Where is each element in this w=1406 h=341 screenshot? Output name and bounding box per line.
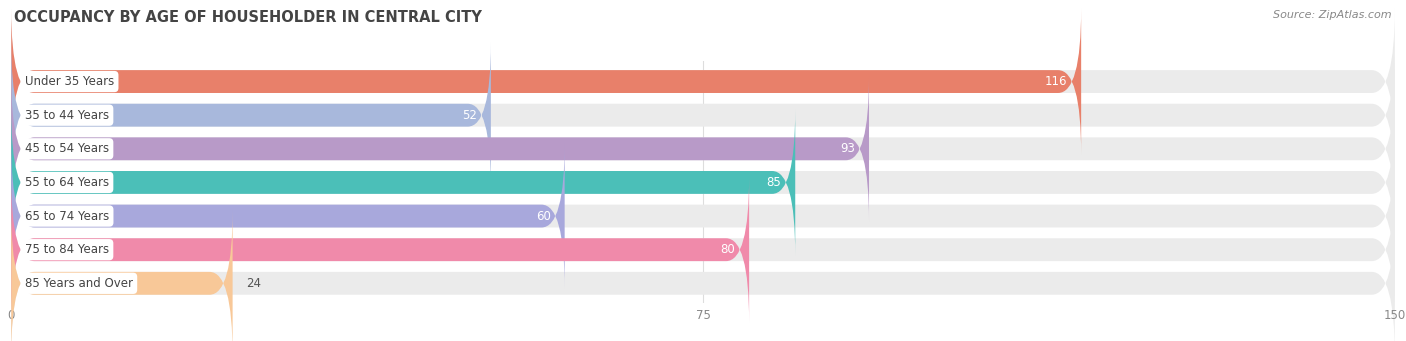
- FancyBboxPatch shape: [11, 110, 796, 255]
- Text: 52: 52: [463, 109, 477, 122]
- FancyBboxPatch shape: [11, 110, 1395, 255]
- Text: Source: ZipAtlas.com: Source: ZipAtlas.com: [1274, 10, 1392, 20]
- FancyBboxPatch shape: [11, 43, 491, 188]
- FancyBboxPatch shape: [11, 43, 1395, 188]
- Text: 60: 60: [536, 210, 551, 223]
- FancyBboxPatch shape: [11, 9, 1081, 154]
- Text: 85 Years and Over: 85 Years and Over: [25, 277, 134, 290]
- Text: 85: 85: [766, 176, 782, 189]
- Text: 45 to 54 Years: 45 to 54 Years: [25, 142, 110, 155]
- FancyBboxPatch shape: [11, 144, 1395, 289]
- Text: 80: 80: [720, 243, 735, 256]
- FancyBboxPatch shape: [11, 177, 1395, 322]
- Text: 35 to 44 Years: 35 to 44 Years: [25, 109, 110, 122]
- FancyBboxPatch shape: [11, 76, 1395, 221]
- FancyBboxPatch shape: [11, 76, 869, 221]
- Text: 55 to 64 Years: 55 to 64 Years: [25, 176, 110, 189]
- Text: 24: 24: [246, 277, 262, 290]
- FancyBboxPatch shape: [11, 9, 1395, 154]
- Text: OCCUPANCY BY AGE OF HOUSEHOLDER IN CENTRAL CITY: OCCUPANCY BY AGE OF HOUSEHOLDER IN CENTR…: [14, 10, 482, 25]
- FancyBboxPatch shape: [11, 211, 1395, 341]
- FancyBboxPatch shape: [11, 211, 232, 341]
- Text: 93: 93: [841, 142, 855, 155]
- Text: Under 35 Years: Under 35 Years: [25, 75, 114, 88]
- Text: 65 to 74 Years: 65 to 74 Years: [25, 210, 110, 223]
- FancyBboxPatch shape: [11, 177, 749, 322]
- Text: 75 to 84 Years: 75 to 84 Years: [25, 243, 110, 256]
- FancyBboxPatch shape: [11, 144, 565, 289]
- Text: 116: 116: [1045, 75, 1067, 88]
